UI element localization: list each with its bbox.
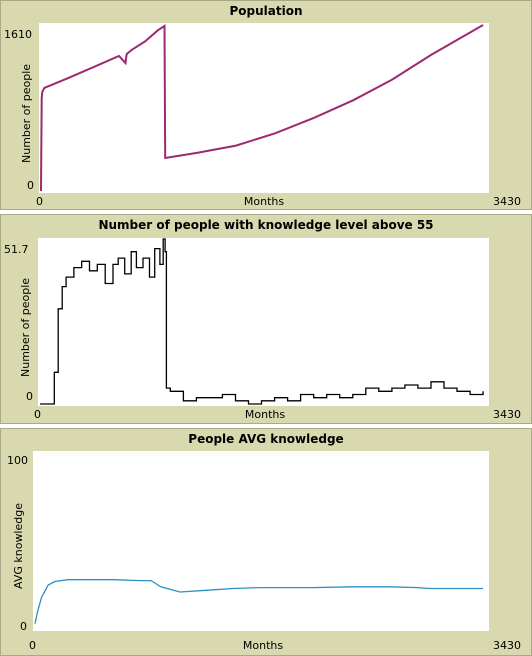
chart-title: Population bbox=[229, 4, 303, 18]
x-axis-label: Months bbox=[242, 639, 284, 652]
series-line bbox=[40, 238, 484, 405]
plot-area bbox=[33, 451, 489, 631]
x-tick-max: 3430 bbox=[493, 195, 521, 208]
x-axis-label: Months bbox=[243, 195, 285, 208]
y-tick-max: 51.7 bbox=[4, 243, 29, 256]
chart-title: People AVG knowledge bbox=[188, 432, 344, 446]
x-tick-max: 3430 bbox=[493, 408, 521, 421]
x-tick-max: 3430 bbox=[493, 639, 521, 652]
x-axis-label: Months bbox=[244, 408, 286, 421]
series-line bbox=[34, 579, 483, 624]
chart-panel-knowledge-above-55: Number of people with knowledge level ab… bbox=[0, 214, 532, 424]
chart-panel-population: Population Number of people 1610 0 0 Mon… bbox=[0, 0, 532, 210]
chart-svg bbox=[40, 238, 484, 405]
chart-svg bbox=[40, 24, 484, 192]
y-axis-label: Number of people bbox=[20, 63, 33, 163]
x-tick-min: 0 bbox=[29, 639, 36, 652]
chart-panel-avg-knowledge: People AVG knowledge AVG knowledge 100 0… bbox=[0, 428, 532, 656]
y-tick-min: 0 bbox=[27, 179, 34, 192]
chart-title: Number of people with knowledge level ab… bbox=[98, 218, 434, 232]
y-tick-max: 1610 bbox=[4, 28, 32, 41]
series-line bbox=[40, 24, 484, 192]
plot-area bbox=[38, 238, 489, 406]
y-tick-max: 100 bbox=[7, 454, 28, 467]
chart-svg bbox=[34, 579, 483, 624]
x-tick-min: 0 bbox=[34, 408, 41, 421]
y-axis-label: AVG knowledge bbox=[12, 503, 25, 589]
plot-area bbox=[39, 23, 489, 193]
y-tick-min: 0 bbox=[20, 620, 27, 633]
y-tick-min: 0 bbox=[26, 390, 33, 403]
y-axis-label: Number of people bbox=[19, 277, 32, 377]
x-tick-min: 0 bbox=[36, 195, 43, 208]
